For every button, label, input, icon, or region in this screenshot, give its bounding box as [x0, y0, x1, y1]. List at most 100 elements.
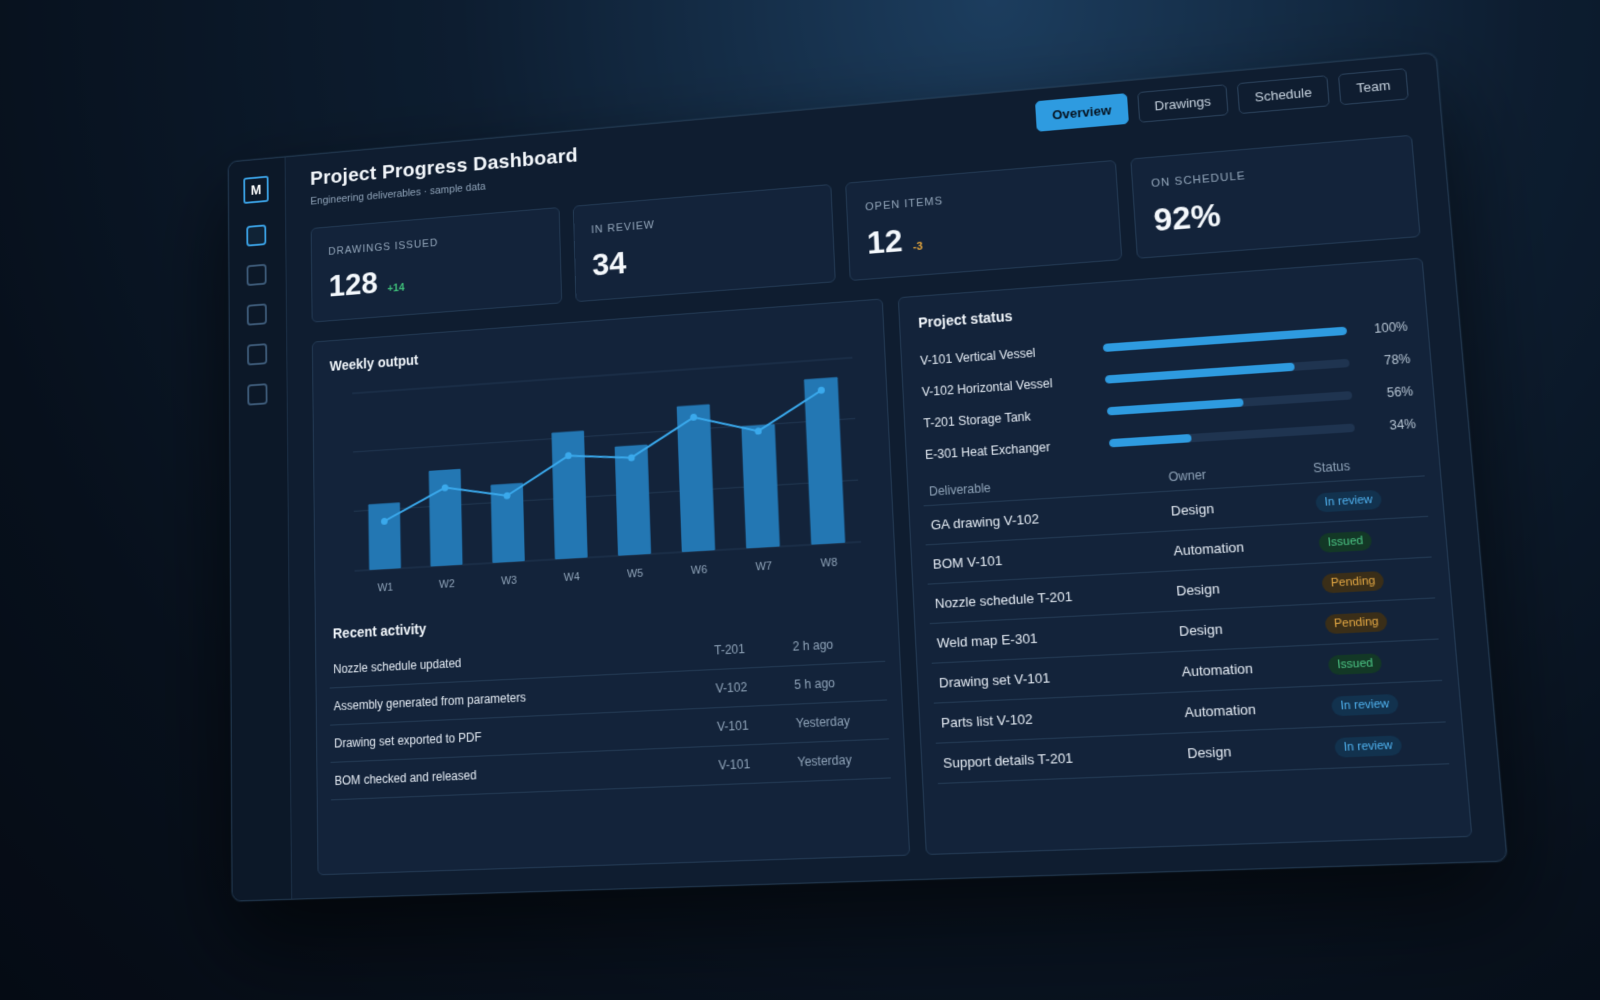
kpi-card-drawings-issued: DRAWINGS ISSUED 128 +14 [311, 207, 562, 323]
project-status-title: Project status [918, 308, 1013, 331]
tab-team[interactable]: Team [1338, 68, 1409, 105]
deliverable-name: Drawing set V-101 [932, 664, 1182, 691]
activity-code: V-102 [715, 678, 794, 696]
x-tick-label: W1 [377, 582, 393, 595]
kpi-card-open-items: OPEN ITEMS 12 -3 [845, 160, 1122, 281]
activity-time: 2 h ago [792, 635, 884, 654]
progress-percent: 34% [1354, 416, 1416, 435]
activity-time: Yesterday [797, 751, 890, 769]
status-badge: Issued [1328, 653, 1383, 675]
activity-code: V-101 [718, 755, 798, 773]
activity-text: BOM checked and released [331, 758, 719, 788]
deliverable-owner: Design [1176, 575, 1323, 599]
deliverable-owner: Automation [1173, 535, 1320, 559]
chart-bar [429, 469, 463, 567]
progress-fill [1103, 326, 1347, 351]
tab-bar: Overview Drawings Schedule Team [1035, 68, 1409, 132]
deliverables-table: Deliverable Owner Status GA drawing V-10… [922, 448, 1449, 784]
activity-text: Assembly generated from parameters [330, 681, 716, 713]
gridline [352, 358, 852, 394]
tab-schedule[interactable]: Schedule [1237, 75, 1330, 114]
progress-track [1105, 358, 1350, 383]
kpi-card-on-schedule: ON SCHEDULE 92% [1130, 135, 1421, 259]
sidebar: M [229, 157, 292, 900]
activity-code: T-201 [714, 639, 793, 657]
status-badge: Pending [1325, 611, 1389, 633]
status-badge: In review [1334, 735, 1402, 757]
x-tick-label: W7 [755, 560, 772, 573]
x-tick-label: W5 [627, 568, 644, 581]
project-name: V-102 Horizontal Vessel [921, 372, 1105, 399]
activity-time: 5 h ago [794, 673, 887, 692]
activity-text: Drawing set exported to PDF [330, 720, 717, 751]
dashboard-window: M Project Progress Dashboard Engineering… [228, 52, 1508, 901]
weekly-output-chart: W1 W2 W3 W4 W5 W6 W7 W8 [326, 342, 881, 606]
deliverable-name: BOM V-101 [926, 543, 1174, 572]
progress-fill [1107, 398, 1244, 415]
deliverable-name: Support details T-201 [936, 745, 1187, 771]
x-tick-label: W8 [820, 557, 837, 570]
progress-percent: 56% [1351, 383, 1413, 402]
activity-text: Nozzle schedule updated [329, 643, 714, 676]
kpi-delta: -3 [913, 241, 923, 254]
deliverable-name: Nozzle schedule T-201 [928, 583, 1177, 612]
progress-fill [1109, 433, 1192, 447]
progress-percent: 78% [1349, 351, 1411, 370]
deliverable-name: GA drawing V-102 [924, 503, 1171, 533]
x-tick-label: W3 [501, 575, 517, 588]
progress-track [1109, 423, 1355, 447]
recent-activity-list: Nozzle schedule updated T-201 2 h ago As… [329, 623, 891, 800]
project-status-panel: Project status V-101 Vertical Vessel 100… [898, 258, 1473, 856]
page-header: Project Progress Dashboard Engineering d… [310, 144, 579, 207]
tab-overview[interactable]: Overview [1035, 93, 1129, 132]
x-tick-label: W2 [439, 578, 455, 591]
drawings-icon[interactable] [247, 264, 267, 286]
tab-drawings[interactable]: Drawings [1137, 84, 1229, 123]
kpi-delta: +14 [387, 282, 404, 295]
schedule-icon[interactable] [247, 303, 267, 325]
deliverable-name: Weld map E-301 [930, 623, 1179, 651]
project-name: V-101 Vertical Vessel [920, 340, 1104, 367]
chart-bar [552, 431, 588, 560]
progress-track [1107, 391, 1353, 415]
chart-bar [741, 424, 780, 549]
status-badge: In review [1331, 693, 1399, 715]
status-badge: In review [1315, 489, 1382, 512]
project-progress-list: V-101 Vertical Vessel 100% V-102 Horizon… [919, 310, 1417, 471]
activity-time: Yesterday [796, 712, 889, 731]
kpi-value: 34 [592, 245, 627, 284]
deliverable-owner: Automation [1184, 698, 1332, 721]
deliverable-owner: Design [1187, 739, 1336, 761]
project-name: E-301 Heat Exchanger [925, 436, 1110, 462]
progress-percent: 100% [1346, 319, 1408, 338]
kpi-value: 12 [866, 222, 903, 261]
activity-code: V-101 [717, 716, 796, 734]
chart-bar [677, 404, 716, 552]
column-header-owner[interactable]: Owner [1168, 461, 1314, 484]
settings-icon[interactable] [247, 383, 267, 405]
recent-activity-title: Recent activity [333, 621, 427, 642]
kpi-value: 128 [329, 265, 379, 304]
chart-bar [615, 445, 651, 556]
deliverable-owner: Automation [1181, 657, 1329, 680]
project-name: T-201 Storage Tank [923, 404, 1107, 430]
column-header-status[interactable]: Status [1313, 454, 1424, 475]
chart-bar [368, 502, 401, 570]
chart-bar [804, 377, 845, 545]
x-tick-label: W4 [564, 571, 580, 584]
kpi-value: 92% [1152, 197, 1222, 240]
dashboard-icon[interactable] [246, 224, 266, 246]
status-badge: Issued [1318, 530, 1372, 552]
team-icon[interactable] [247, 343, 267, 365]
deliverable-name: Parts list V-102 [934, 704, 1185, 731]
kpi-card-in-review: IN REVIEW 34 [572, 184, 835, 302]
gridline [353, 419, 855, 453]
deliverable-owner: Design [1170, 495, 1316, 519]
chart-title: Weekly output [330, 352, 419, 374]
deliverable-owner: Design [1178, 616, 1325, 639]
app-logo[interactable]: M [243, 176, 268, 204]
x-tick-label: W6 [691, 564, 708, 577]
progress-track [1103, 326, 1347, 351]
progress-fill [1105, 362, 1295, 383]
status-badge: Pending [1321, 570, 1384, 592]
